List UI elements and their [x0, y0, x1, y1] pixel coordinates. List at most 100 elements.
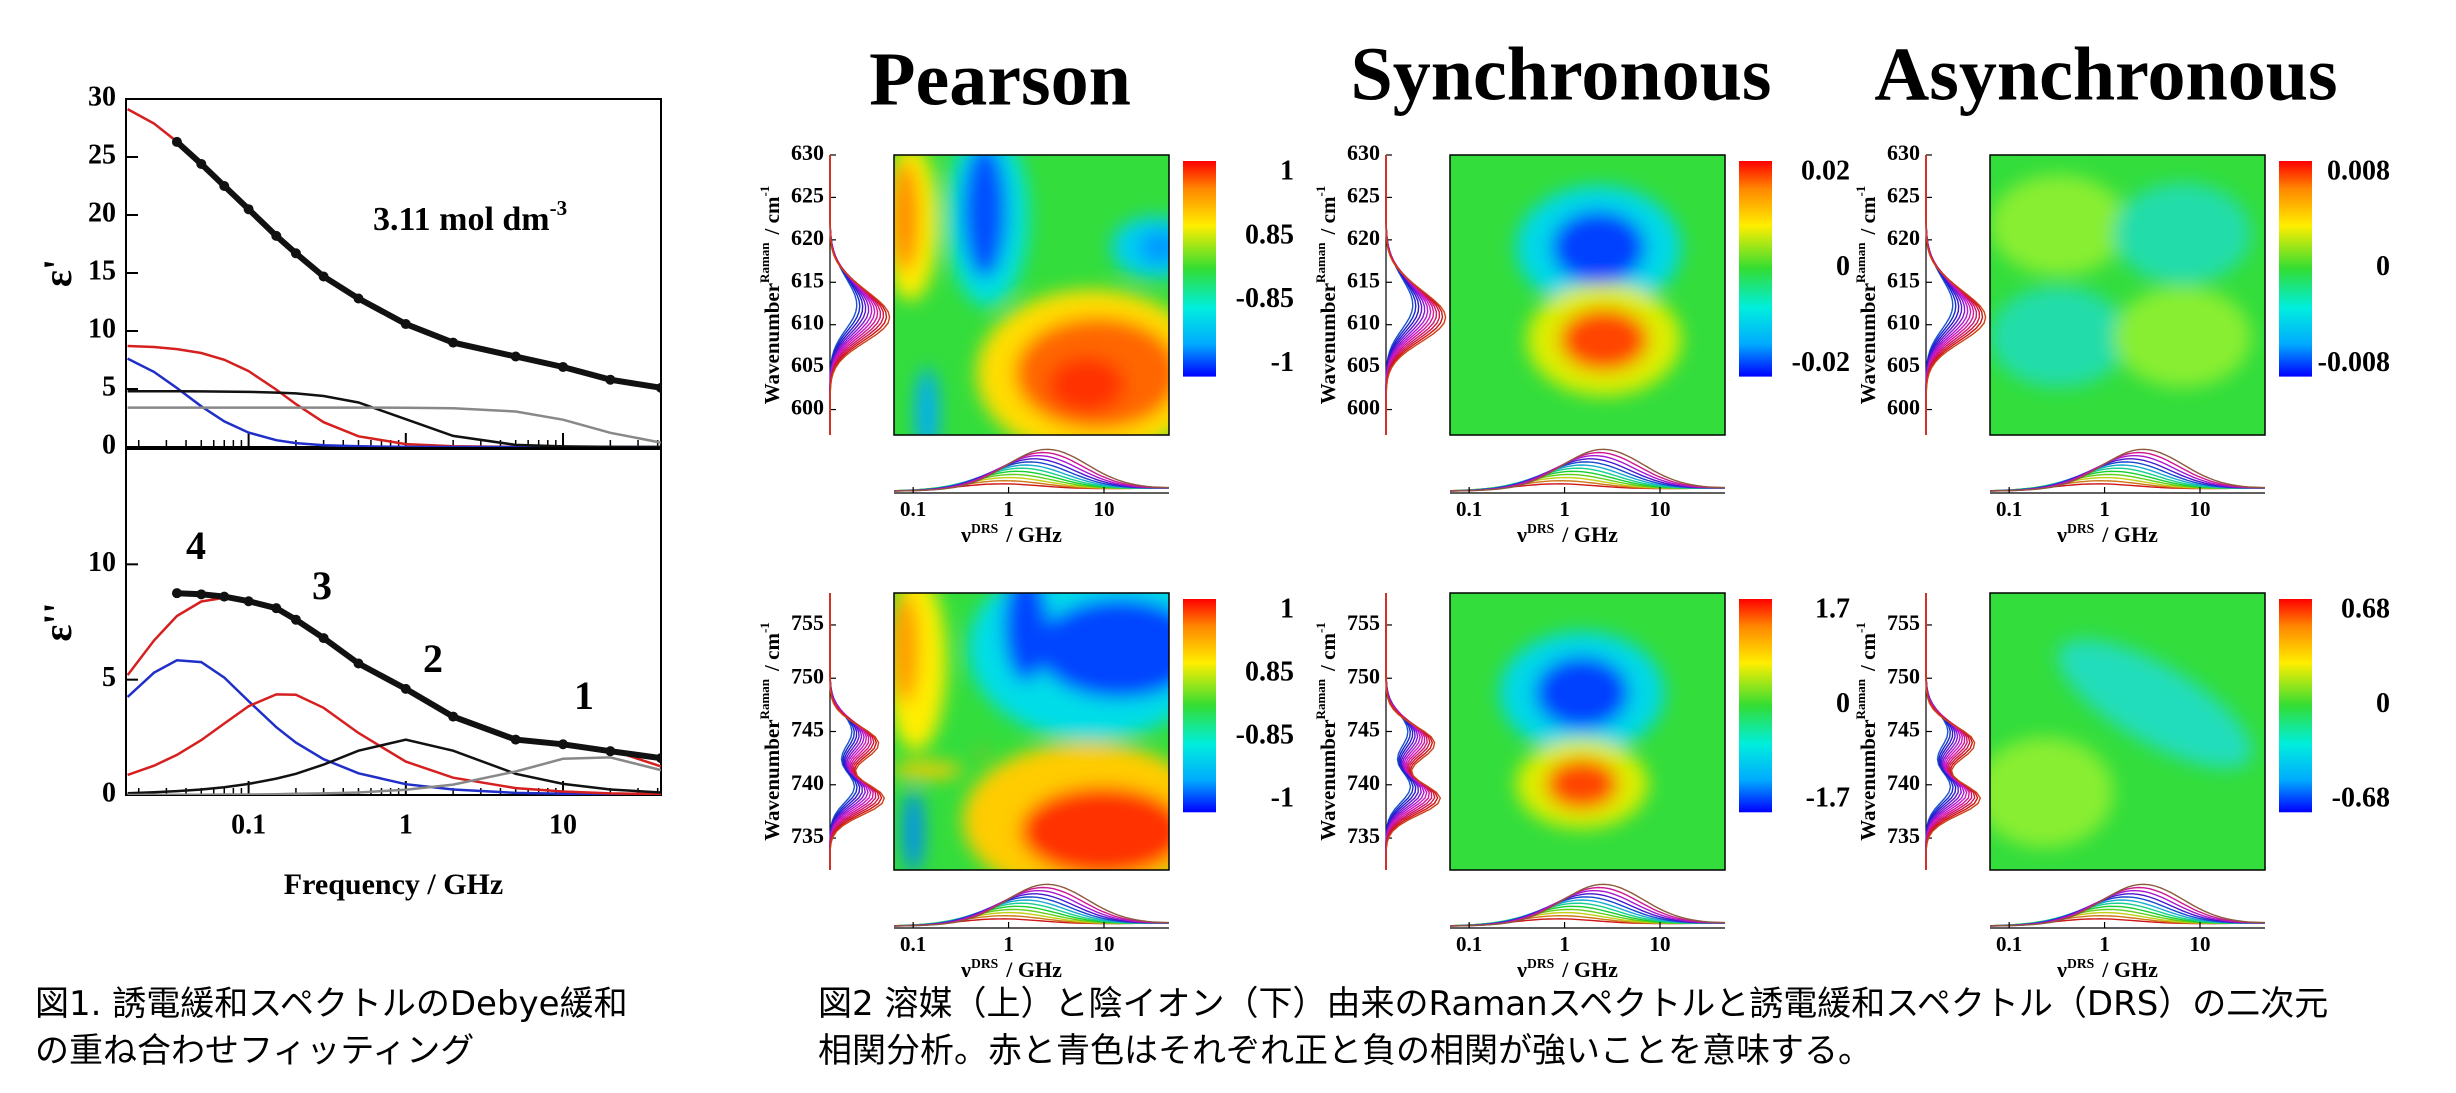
- x-tick-label: 10: [2189, 497, 2210, 521]
- y-axis-label-part: -1: [1313, 622, 1328, 633]
- annotation: 4: [186, 523, 206, 568]
- colorbar-label: 0.02: [1801, 155, 1850, 186]
- colorbar-label: -0.008: [2318, 347, 2390, 378]
- y-tick-label: 615: [791, 267, 824, 292]
- data-point: [171, 136, 182, 147]
- x-tick-label: 10: [549, 809, 577, 840]
- correlation-region: [2113, 183, 2252, 284]
- x-tick-label: 1: [1559, 497, 1570, 521]
- y-axis-label: ε'': [35, 602, 80, 641]
- y-tick-label: 5: [102, 371, 116, 402]
- x-axis-label-part: / GHz: [1005, 522, 1062, 547]
- correlation-region: [1990, 174, 2128, 276]
- y-axis-label: WavenumberRaman / cm-1: [757, 186, 783, 405]
- drs-spectrum: [1989, 448, 2266, 492]
- x-axis-label-part: DRS: [1527, 956, 1554, 971]
- drs-spectrum: [893, 448, 1170, 492]
- y-axis-label-part: Raman: [1853, 678, 1868, 719]
- x-tick-label: 1: [1003, 932, 1014, 956]
- heatmap-features: [1516, 185, 1681, 396]
- series-group: [126, 588, 661, 795]
- colorbar-label: 0: [2376, 251, 2390, 282]
- y-tick-label: 605: [1347, 352, 1380, 377]
- annotation: 1: [574, 673, 594, 718]
- x-axis-label: νDRS / GHz: [1516, 521, 1618, 547]
- correlation-region: [1020, 786, 1169, 870]
- y-axis-label-part: -1: [1313, 186, 1328, 197]
- annotation: 3.11 mol dm-3: [373, 196, 567, 238]
- heatmap-features: [1990, 174, 2252, 388]
- heatmap-features: [894, 593, 1169, 870]
- y-tick-label: 25: [88, 139, 116, 170]
- y-tick-label: 735: [1347, 823, 1380, 848]
- drs-spectrum: [893, 883, 1170, 927]
- y-tick-label: 630: [791, 140, 824, 165]
- y-axis-label-part: Wavenumber: [1856, 719, 1880, 840]
- colorbar: [2279, 599, 2312, 813]
- y-tick-label: 600: [1887, 395, 1920, 420]
- x-axis-label-part: / GHz: [2101, 957, 2158, 982]
- raman-spectrum: [1385, 593, 1442, 870]
- y-axis-label-part: Raman: [1313, 678, 1328, 719]
- y-tick-label: 755: [791, 610, 824, 635]
- annotation-part: -3: [550, 196, 568, 220]
- x-tick-label: 1: [1559, 932, 1570, 956]
- x-tick-label: 0.1: [1456, 497, 1482, 521]
- x-axis-label-part: DRS: [1527, 521, 1554, 536]
- x-tick-label: 0.1: [231, 809, 266, 840]
- x-tick-label: 0.1: [1996, 497, 2022, 521]
- x-axis-label-part: ν: [1516, 957, 1527, 982]
- colorbar-label: 0: [2376, 688, 2390, 719]
- y-axis-label-part: / cm: [1856, 633, 1880, 672]
- correlation-region: [962, 155, 1007, 279]
- x-axis-label: νDRS / GHz: [960, 956, 1062, 982]
- colorbar-label: 1.7: [1815, 593, 1850, 624]
- x-tick-label: 0.1: [900, 932, 926, 956]
- colorbar-label: -0.85: [1236, 720, 1294, 751]
- colorbar-label: -1: [1271, 783, 1294, 814]
- fit-line: [127, 357, 661, 447]
- heatmap-features: [1990, 639, 2253, 848]
- raman-spectrum: [1385, 155, 1444, 435]
- correlation-region: [894, 160, 919, 273]
- colorbar-label: -0.68: [2332, 783, 2390, 814]
- data-point: [448, 337, 459, 348]
- y-tick-label: 755: [1887, 610, 1920, 635]
- x-tick-label: 10: [1649, 932, 1670, 956]
- x-tick-label: 1: [2099, 932, 2110, 956]
- y-axis-label-part: -1: [757, 186, 772, 197]
- colorbar: [1739, 599, 1772, 813]
- y-tick-label: 30: [88, 81, 116, 112]
- heatmap: [894, 593, 1169, 870]
- x-axis-label: νDRS / GHz: [2056, 521, 2158, 547]
- data-point: [271, 603, 282, 614]
- series-group: [127, 108, 661, 447]
- y-tick-label: 600: [1347, 395, 1380, 420]
- y-tick-label: 735: [1887, 823, 1920, 848]
- y-tick-label: 630: [1347, 140, 1380, 165]
- heatmap-frame: [1989, 592, 2266, 871]
- y-tick-label: 745: [1887, 717, 1920, 742]
- y-axis-label-part: Wavenumber: [1856, 283, 1880, 404]
- data-point: [196, 158, 207, 169]
- raman-spectrum: [829, 155, 873, 435]
- colorbar-label: 0: [1836, 251, 1850, 282]
- data-point: [290, 614, 301, 625]
- y-axis-label: WavenumberRaman / cm-1: [1313, 186, 1339, 405]
- correlation-region: [976, 750, 988, 757]
- y-axis-label-part: Wavenumber: [1316, 283, 1340, 404]
- correlation-region: [1048, 356, 1125, 413]
- y-tick-label: 20: [88, 197, 116, 228]
- x-axis-label-part: DRS: [2067, 956, 2094, 971]
- y-axis-label-part: Wavenumber: [760, 283, 784, 404]
- x-tick-label: 10: [1093, 497, 1114, 521]
- correlation-region: [1560, 309, 1648, 371]
- heatmap-features: [894, 155, 1169, 435]
- y-tick-label: 610: [1887, 310, 1920, 335]
- y-axis-label: ε': [35, 259, 80, 287]
- x-axis-label-part: DRS: [2067, 521, 2094, 536]
- y-tick-label: 625: [1347, 182, 1380, 207]
- heatmap-frame: [1989, 154, 2266, 436]
- fit-line: [127, 756, 661, 795]
- data-point: [510, 351, 521, 362]
